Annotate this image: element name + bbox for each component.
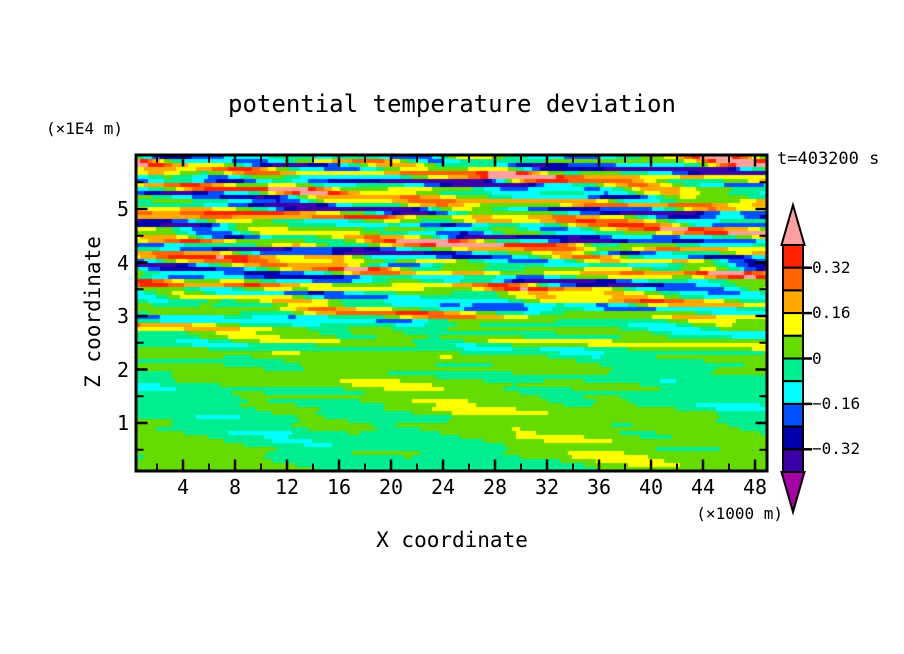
colorbar-tick-label: −0.16 (812, 393, 861, 413)
colorbar-segment (782, 289, 804, 315)
x-tick-label: 24 (430, 475, 456, 499)
colorbar-tick-label: 0.32 (812, 257, 851, 277)
colorbar-segment (782, 357, 804, 383)
colorbar-tick-label: 0.16 (812, 303, 851, 323)
x-axis-title: X coordinate (376, 528, 528, 552)
colorbar-segment (782, 380, 804, 405)
time-annotation: t=403200 s (777, 149, 880, 169)
x-tick-label: 44 (690, 475, 716, 499)
x-tick-label: 32 (534, 475, 560, 499)
colorbar-segment (782, 425, 804, 451)
x-tick-label: 48 (742, 475, 768, 499)
x-tick-label: 40 (638, 475, 664, 499)
y-axis-unit-label: (×1E4 m) (46, 119, 124, 138)
y-tick-label: 1 (116, 411, 129, 435)
y-tick-label: 4 (116, 250, 129, 275)
chart-title: potential temperature deviation (228, 90, 676, 118)
contour-field (136, 155, 767, 471)
colorbar-segment (782, 334, 804, 360)
colorbar-segment (782, 448, 804, 473)
colorbar-segment (782, 266, 804, 292)
colorbar-segment (782, 244, 804, 269)
colorbar-arrow-high (780, 201, 806, 246)
x-tick-label: 16 (326, 475, 352, 499)
colorbar-tick-label: −0.32 (812, 439, 861, 459)
x-tick-label: 8 (228, 475, 242, 499)
x-tick-label: 28 (482, 475, 508, 499)
x-tick-label: 20 (378, 475, 404, 499)
x-tick-label: 36 (586, 475, 612, 499)
y-tick-label: 2 (116, 357, 129, 382)
x-tick-label: 12 (274, 475, 300, 499)
x-tick-label: 4 (176, 475, 190, 499)
y-tick-label: 3 (116, 304, 129, 328)
x-axis-unit-label: (×1000 m) (696, 504, 783, 523)
colorbar-tick-label: 0 (812, 348, 822, 368)
colorbar-segment (782, 402, 804, 428)
y-tick-label: 5 (116, 197, 129, 221)
colorbar-segment (782, 312, 804, 337)
